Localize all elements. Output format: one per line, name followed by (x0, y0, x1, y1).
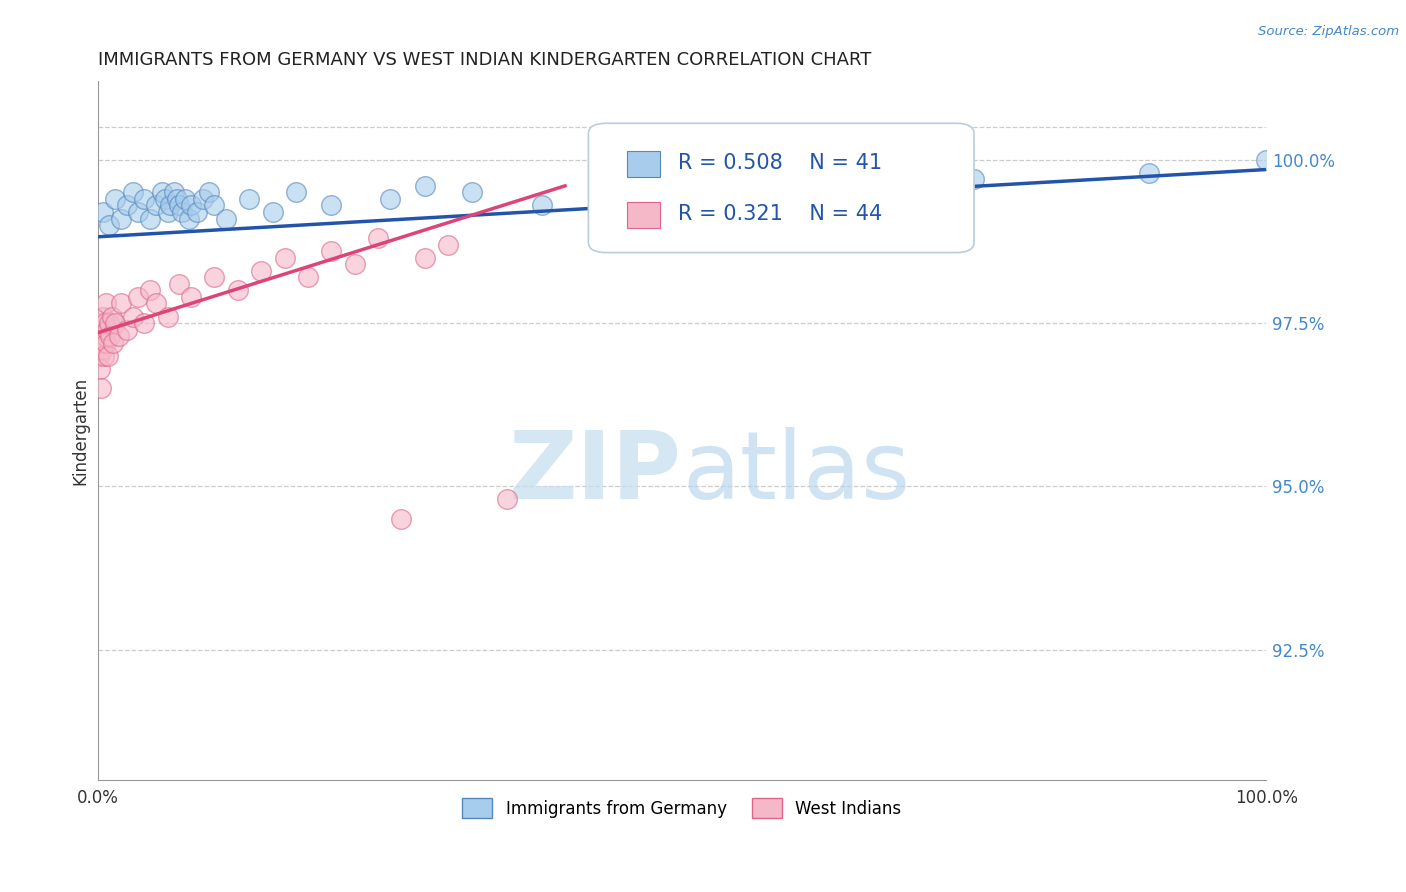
Point (89, 316, 111, 330)
Point (170, 205, 193, 219)
Point (159, 198, 181, 212)
Y-axis label: Kindergarten: Kindergarten (72, 376, 89, 485)
Point (367, 231, 389, 245)
Point (96, 322, 118, 336)
Point (495, 492, 517, 507)
Point (169, 198, 191, 212)
Point (100, 329, 122, 343)
Point (378, 192, 401, 206)
Bar (627, 202, 659, 228)
Point (121, 186, 143, 200)
Point (437, 237, 460, 252)
Point (110, 211, 132, 226)
Point (204, 198, 226, 212)
Point (204, 270, 226, 285)
Point (90, 381, 112, 395)
Text: R = 0.321    N = 44: R = 0.321 N = 44 (678, 204, 883, 224)
Point (94, 335, 117, 350)
Point (226, 284, 249, 298)
Point (262, 205, 284, 219)
Point (180, 290, 202, 304)
Point (100, 310, 122, 324)
Point (93, 329, 115, 343)
Point (297, 270, 319, 285)
Point (846, 178, 869, 193)
Text: R = 0.508    N = 41: R = 0.508 N = 41 (678, 153, 883, 173)
Point (174, 192, 197, 206)
Point (96, 296, 118, 310)
Point (197, 186, 219, 200)
Point (107, 329, 129, 343)
Point (93, 349, 115, 363)
Bar (627, 151, 659, 178)
Point (155, 192, 177, 206)
Point (1137, 166, 1160, 180)
Point (343, 257, 366, 271)
Point (763, 186, 786, 200)
Point (180, 198, 202, 212)
Point (90, 335, 112, 350)
Point (169, 277, 191, 291)
Point (150, 186, 173, 200)
Point (98, 316, 121, 330)
Point (91, 322, 114, 336)
Point (215, 211, 238, 226)
Point (139, 284, 162, 298)
Point (1256, 153, 1278, 167)
Point (98, 218, 121, 232)
Point (177, 211, 200, 226)
Point (87, 329, 110, 343)
Point (139, 211, 162, 226)
Point (101, 335, 124, 350)
Point (460, 186, 482, 200)
Legend: Immigrants from Germany, West Indians: Immigrants from Germany, West Indians (456, 792, 908, 824)
Point (115, 198, 138, 212)
Point (391, 512, 413, 526)
Point (127, 290, 149, 304)
Point (191, 192, 214, 206)
FancyBboxPatch shape (588, 123, 974, 252)
Point (89, 361, 111, 376)
Text: atlas: atlas (682, 426, 910, 519)
Point (156, 205, 179, 219)
Text: IMMIGRANTS FROM GERMANY VS WEST INDIAN KINDERGARTEN CORRELATION CHART: IMMIGRANTS FROM GERMANY VS WEST INDIAN K… (97, 51, 870, 69)
Point (250, 264, 273, 278)
Point (273, 251, 295, 265)
Point (186, 205, 208, 219)
Point (530, 198, 553, 212)
Point (121, 310, 143, 324)
Point (93, 205, 115, 219)
Point (162, 186, 184, 200)
Point (413, 178, 436, 193)
Point (104, 192, 127, 206)
Point (89, 349, 111, 363)
Point (285, 186, 308, 200)
Point (145, 296, 167, 310)
Point (321, 244, 343, 259)
Point (321, 198, 343, 212)
Point (413, 251, 436, 265)
Point (145, 198, 167, 212)
Point (238, 192, 260, 206)
Point (104, 316, 127, 330)
Point (589, 205, 612, 219)
Point (134, 316, 156, 330)
Text: ZIP: ZIP (509, 426, 682, 519)
Point (110, 296, 132, 310)
Point (963, 172, 986, 186)
Point (94, 316, 117, 330)
Point (166, 192, 188, 206)
Point (115, 322, 138, 336)
Point (97, 349, 120, 363)
Point (127, 205, 149, 219)
Point (134, 192, 156, 206)
Text: Source: ZipAtlas.com: Source: ZipAtlas.com (1258, 25, 1399, 38)
Point (671, 192, 693, 206)
Point (156, 310, 179, 324)
Point (91, 342, 114, 356)
Point (93, 310, 115, 324)
